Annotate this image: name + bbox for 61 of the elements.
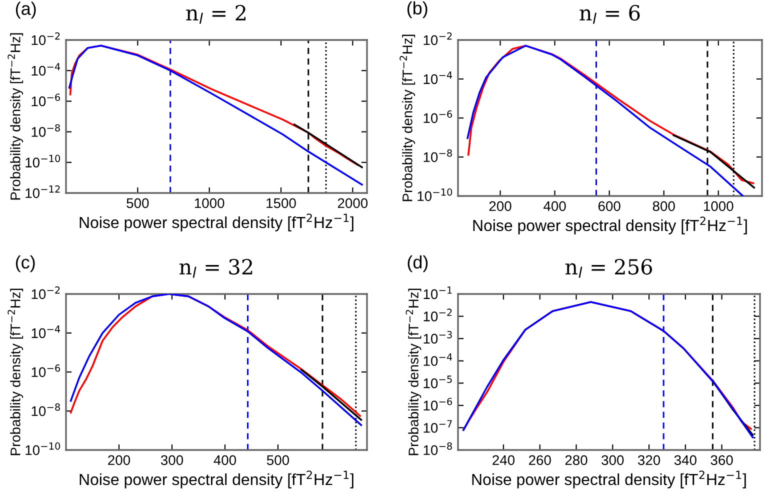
y-tick-label: 10$^{−8}$	[32, 124, 60, 137]
y-tick-label: 10$^{−1}$	[424, 286, 452, 300]
y-tick-label: 10$^{−6}$	[424, 110, 452, 124]
y-tick-label: 10$^{−10}$	[26, 442, 60, 456]
x-tick-label: 500	[266, 455, 290, 466]
x-tick-label: 360	[710, 455, 733, 466]
x-axis-title: Noise power spectral density [fT$^{2}$Hz$^{−1}$]	[472, 470, 746, 488]
y-tick-label: 10$^{−7}$	[424, 420, 452, 433]
text: (a)	[16, 2, 36, 19]
x-tick-label: 1500	[266, 198, 296, 208]
x-tick-label: 300	[160, 455, 184, 466]
y-tick-label: 10$^{−2}$	[424, 32, 452, 46]
chart-title: n$_{l}$ = 256	[565, 258, 652, 278]
x-tick-label: 280	[565, 455, 588, 466]
x-tick-label: 1000	[704, 201, 734, 212]
x-tick-label: 340	[674, 455, 696, 466]
x-tick-label: 300	[602, 455, 624, 466]
y-tick-label: 10$^{−3}$	[424, 330, 452, 344]
text: (b)	[407, 1, 428, 18]
chart-title: n$_{l}$ = 2	[186, 4, 246, 24]
x-tick-label: 800	[652, 201, 675, 212]
y-tick-label: 10$^{−4}$	[424, 353, 452, 366]
text: (c)	[16, 255, 35, 272]
y-axis-title: Probability density [fT$^{−2}$Hz]	[400, 34, 416, 202]
y-tick-label: 10$^{−12}$	[26, 185, 60, 198]
y-tick-label: 10$^{−2}$	[424, 308, 452, 322]
y-tick-label: 10$^{−6}$	[424, 398, 452, 410]
x-tick-label: 1000	[194, 198, 224, 208]
x-tick-label: 320	[638, 455, 660, 466]
x-tick-label: 2000	[338, 198, 368, 208]
y-tick-label: 10$^{−4}$	[32, 63, 60, 76]
y-tick-label: 10$^{−2}$	[32, 32, 60, 46]
text: (d)	[408, 255, 428, 272]
x-axis-title: Noise power spectral density [fT$^{2}$Hz$^{−1}$]	[473, 216, 747, 234]
y-tick-label: 10$^{−4}$	[32, 326, 60, 338]
x-tick-label: 600	[598, 201, 620, 212]
x-tick-label: 260	[528, 455, 551, 466]
x-tick-label: 400	[544, 201, 566, 212]
y-tick-label: 10$^{−2}$	[32, 286, 60, 300]
y-tick-label: 10$^{−10}$	[418, 188, 452, 202]
x-tick-label: 200	[108, 455, 130, 466]
y-axis-title: Probability density [fT$^{−2}$Hz]	[406, 288, 422, 456]
y-tick-label: 10$^{−5}$	[424, 376, 452, 388]
chart-title: n$_{l}$ = 32	[179, 258, 252, 278]
y-tick-label: 10$^{−6}$	[32, 364, 60, 378]
x-tick-label: 240	[492, 455, 515, 466]
line-series	[69, 44, 359, 166]
y-tick-label: 10$^{−8}$	[424, 149, 452, 162]
y-tick-label: 10$^{−4}$	[424, 72, 452, 84]
y-tick-label: 10$^{−10}$	[26, 154, 60, 168]
x-tick-label: 400	[214, 455, 236, 466]
y-tick-label: 10$^{−8}$	[424, 442, 452, 456]
chart-title: n$_{l}$ = 6	[580, 4, 640, 24]
y-axis-title: Probability density [fT$^{−2}$Hz]	[8, 33, 24, 200]
x-tick-label: 500	[126, 198, 149, 208]
x-tick-label: 200	[489, 201, 512, 212]
y-tick-label: 10$^{−8}$	[32, 403, 60, 416]
x-axis-title: Noise power spectral density [fT$^{2}$Hz$^{−1}$]	[80, 470, 354, 488]
x-axis-title: Noise power spectral density [fT$^{2}$Hz$^{−1}$]	[80, 214, 354, 232]
y-axis-title: Probability density [fT$^{−2}$Hz]	[8, 288, 24, 456]
y-tick-label: 10$^{−6}$	[32, 94, 60, 106]
